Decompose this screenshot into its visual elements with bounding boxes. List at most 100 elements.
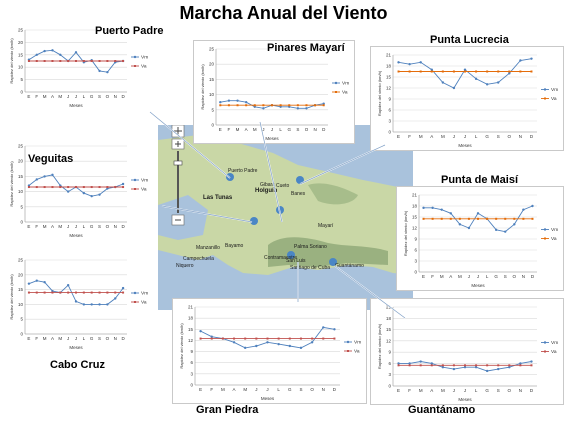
legend-marker xyxy=(335,91,337,93)
legend-marker xyxy=(346,340,350,344)
legend-marker xyxy=(334,81,338,85)
data-point-va xyxy=(106,186,109,189)
map-label: Las Tunas xyxy=(203,195,233,201)
data-point-va xyxy=(122,186,125,189)
y-tick-label: 0 xyxy=(20,220,23,225)
map-zoom-control[interactable] xyxy=(171,125,185,227)
x-tick-label: F xyxy=(210,387,213,392)
chart-puerto-padre: 0 5 10 15 20 25 E F M A M J J L G S O N D Meses Rapidez del … xyxy=(3,22,153,110)
y-tick-label: 9 xyxy=(190,349,193,354)
y-axis-label: Rapidez del viento (km/h) xyxy=(377,70,382,116)
data-point-va xyxy=(277,337,280,340)
x-tick-label: J xyxy=(75,94,77,99)
data-point-vm xyxy=(452,367,456,371)
data-point-va xyxy=(210,337,213,340)
data-point-vm xyxy=(66,190,70,193)
y-tick-label: 21 xyxy=(188,305,194,310)
map-marker-pinares xyxy=(276,206,284,214)
data-point-va xyxy=(322,104,325,107)
data-point-vm xyxy=(519,59,522,62)
x-tick-label: G xyxy=(90,94,94,99)
data-point-va xyxy=(333,337,336,340)
x-tick-label: E xyxy=(27,224,30,229)
data-point-va xyxy=(458,217,461,220)
data-point-va xyxy=(279,104,282,107)
data-point-vm xyxy=(98,303,101,306)
data-point-va xyxy=(59,186,62,189)
data-point-vm xyxy=(474,365,478,369)
x-tick-label: D xyxy=(121,224,125,229)
x-tick-label: J xyxy=(262,127,264,132)
y-tick-label: 18 xyxy=(188,316,194,321)
y-tick-label: 10 xyxy=(18,65,24,70)
data-point-va xyxy=(219,104,222,107)
data-point-va xyxy=(35,186,38,189)
y-tick-label: 0 xyxy=(20,332,23,337)
x-tick-label: E xyxy=(199,387,202,392)
y-tick-label: 5 xyxy=(20,317,23,322)
data-point-va xyxy=(262,104,265,107)
data-point-va xyxy=(522,217,525,220)
map[interactable]: Las Tunas Holguín Bayamo Manzanillo Camp… xyxy=(158,125,413,310)
y-tick-label: 10 xyxy=(209,92,215,97)
legend-label: Va xyxy=(551,349,557,355)
legend-label: Va xyxy=(342,90,348,96)
data-point-vm xyxy=(508,72,511,75)
x-axis-label: Meses xyxy=(458,397,472,402)
y-tick-label: 3 xyxy=(414,259,417,264)
data-point-vm xyxy=(296,107,300,110)
x-tick-label: N xyxy=(522,274,525,279)
legend-label: Vm xyxy=(141,178,148,184)
zoom-slider-handle xyxy=(173,160,183,166)
legend-marker xyxy=(133,291,137,295)
legend-marker xyxy=(543,228,547,231)
y-tick-label: 18 xyxy=(386,64,392,69)
x-tick-label: D xyxy=(530,134,534,139)
x-tick-label: A xyxy=(449,274,452,279)
data-point-vm xyxy=(531,204,534,208)
legend-label: Vm xyxy=(354,340,361,346)
legend-marker xyxy=(347,350,349,352)
map-label: Manzanillo xyxy=(196,245,220,251)
x-tick-label: M xyxy=(441,388,445,393)
x-axis-label: Meses xyxy=(261,396,275,401)
data-point-vm xyxy=(530,360,533,363)
data-point-va xyxy=(253,104,256,107)
x-tick-label: J xyxy=(477,274,479,279)
data-point-va xyxy=(98,291,101,294)
data-point-vm xyxy=(106,303,109,306)
map-marker-punta-lucrecia xyxy=(296,176,304,184)
x-tick-label: E xyxy=(27,94,30,99)
x-tick-label: F xyxy=(35,336,38,341)
legend-marker xyxy=(134,301,136,303)
x-tick-label: F xyxy=(408,388,411,393)
station-name-guantanamo: Guantánamo xyxy=(408,404,476,416)
x-tick-label: J xyxy=(271,127,273,132)
y-tick-label: 9 xyxy=(414,237,417,242)
x-tick-label: O xyxy=(513,274,517,279)
data-point-vm xyxy=(51,49,54,52)
map-marker-puerto-padre xyxy=(226,173,234,181)
x-tick-label: M xyxy=(441,134,445,139)
data-point-va xyxy=(495,217,498,220)
x-axis-label: Meses xyxy=(69,345,83,350)
data-point-vm xyxy=(463,68,467,71)
data-point-vm xyxy=(322,326,325,329)
data-point-va xyxy=(122,60,125,62)
y-tick-label: 15 xyxy=(18,287,24,292)
data-point-va xyxy=(266,337,269,340)
x-tick-label: F xyxy=(35,224,38,229)
x-tick-label: G xyxy=(494,274,498,279)
data-point-vm xyxy=(43,49,46,53)
data-point-va xyxy=(504,217,507,220)
y-tick-label: 12 xyxy=(412,226,418,231)
y-axis-label: Rapidez del viento (km/h) xyxy=(179,323,184,369)
x-tick-label: N xyxy=(519,388,522,393)
data-point-vm xyxy=(35,178,38,181)
data-point-vm xyxy=(27,282,31,285)
map-label: Guantánamo xyxy=(335,263,364,269)
data-point-va xyxy=(408,70,411,73)
x-tick-label: J xyxy=(464,388,466,393)
data-point-vm xyxy=(199,329,202,333)
